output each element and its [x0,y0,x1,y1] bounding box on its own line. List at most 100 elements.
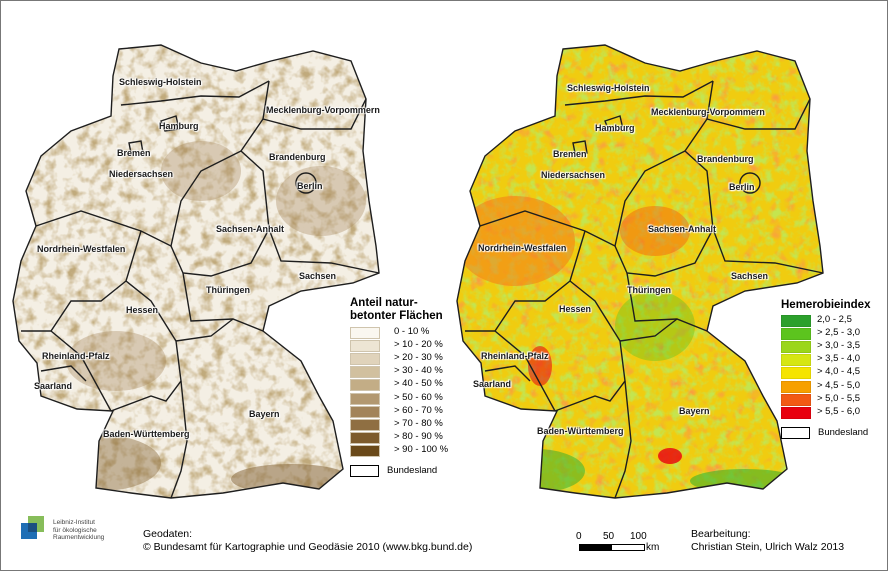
ioer-logo-icon [21,516,44,539]
right-legend-swatch [781,367,811,380]
right-legend-label: > 4,5 - 5,0 [817,379,861,391]
right-legend-swatch [781,354,811,367]
left-legend-title-line2: betonter Flächen [350,310,443,322]
logo-text: Leibniz-Institut für ökologische Raument… [53,519,104,542]
label-hessen: Hessen [126,305,159,315]
left-legend-row: > 10 - 20 % [350,339,443,353]
right-legend-row: > 4,0 - 4,5 [781,366,871,380]
label-nordrhein-westfalen: Nordrhein-Westfalen [478,243,567,253]
left-legend-swatch [350,431,380,444]
logo-text-line: für ökologische [53,526,97,534]
right-legend-swatch [781,380,811,393]
boundary-label: Bundesland [387,465,438,476]
right-map [456,44,824,499]
left-legend-swatch [350,327,380,339]
right-legend-label: > 5,0 - 5,5 [817,392,861,404]
right-legend-row: > 3,0 - 3,5 [781,340,871,354]
right-legend-row: > 3,5 - 4,0 [781,353,871,367]
scale-tick-100: 100 [630,531,647,542]
right-legend-label: > 5,5 - 6,0 [817,405,861,417]
right-legend-row: > 5,5 - 6,0 [781,405,871,419]
geodata-text: © Bundesamt für Kartographie und Geodäsi… [143,540,473,553]
scale-tick-50: 50 [603,531,615,542]
left-legend-row: > 50 - 60 % [350,391,443,405]
right-legend-title: Hemerobieindex [781,299,871,311]
left-legend-swatch [350,444,380,457]
left-legend-row: > 70 - 80 % [350,418,443,431]
geodata-heading: Geodaten: [143,528,193,540]
left-legend-swatch [350,418,380,431]
label-hamburg: Hamburg [595,123,635,133]
left-legend-swatch [350,353,380,366]
left-legend-row: > 90 - 100 % [350,444,448,457]
label-hamburg: Hamburg [159,121,199,131]
left-legend-swatch [350,379,380,392]
left-legend-title-line1: Anteil natur- [350,297,418,309]
label-bremen: Bremen [117,148,151,158]
right-legend-label: > 3,0 - 3,5 [817,340,861,352]
right-legend-row: 2,0 - 2,5 [781,314,871,327]
right-legend-swatch [781,328,811,341]
left-legend-row: > 30 - 40 % [350,365,443,379]
right-legend-label: > 4,0 - 4,5 [817,366,861,378]
bearbeitung-text: Christian Stein, Ulrich Walz 2013 [691,540,845,553]
right-legend-row: > 4,5 - 5,0 [781,379,871,393]
left-legend-swatch [350,392,380,405]
label-thueringen: Thüringen [206,285,250,295]
left-legend-label: > 60 - 70 % [394,404,443,416]
label-baden-wuerttemberg: Baden-Württemberg [537,426,624,436]
label-mecklenburg-vorpommern: Mecklenburg-Vorpommern [651,107,765,117]
left-legend-label: > 10 - 20 % [394,339,443,351]
left-legend-label: > 80 - 90 % [394,430,443,442]
left-legend-swatch [350,366,380,379]
left-legend-row: > 60 - 70 % [350,404,443,418]
right-legend-label: 2,0 - 2,5 [817,314,852,325]
label-schleswig-holstein: Schleswig-Holstein [567,83,650,93]
right-legend-swatch [781,315,811,327]
label-niedersachsen: Niedersachsen [109,169,174,179]
right-legend-swatch [781,406,811,419]
label-brandenburg: Brandenburg [697,154,754,164]
left-legend-swatch [350,405,380,418]
logo-text-line: Raumentwicklung [53,534,105,541]
label-baden-wuerttemberg: Baden-Württemberg [103,429,190,439]
scale-bar: 0 50 100 km [576,531,676,561]
scale-bar-line [579,544,645,551]
label-bayern: Bayern [679,406,710,416]
left-legend-label: > 50 - 60 % [394,391,443,403]
right-legend-label: > 3,5 - 4,0 [817,353,861,365]
label-nordrhein-westfalen: Nordrhein-Westfalen [37,244,126,254]
right-legend-row: > 5,0 - 5,5 [781,392,871,406]
left-legend-row: > 80 - 90 % [350,430,443,444]
scale-unit: km [646,542,660,553]
left-legend-row: 0 - 10 % [350,326,440,339]
bearbeitung-heading: Bearbeitung: [691,528,751,540]
boundary-label: Bundesland [818,427,869,438]
label-niedersachsen: Niedersachsen [541,170,606,180]
label-mecklenburg-vorpommern: Mecklenburg-Vorpommern [266,105,380,115]
label-saarland: Saarland [34,381,73,391]
left-legend-row: > 40 - 50 % [350,378,443,392]
left-legend-label: > 90 - 100 % [394,443,449,455]
right-legend-swatch [781,393,811,406]
bearbeitung-credit: Bearbeitung: Christian Stein, Ulrich Wal… [691,528,844,553]
right-legend-row: > 2,5 - 3,0 [781,327,871,341]
geodata-credit: Geodaten: © Bundesamt für Kartographie u… [143,528,472,553]
label-sachsen-anhalt: Sachsen-Anhalt [216,224,285,234]
boundary-swatch [781,427,810,439]
label-brandenburg: Brandenburg [269,152,326,162]
label-rheinland-pfalz: Rheinland-Pfalz [42,351,110,361]
left-legend-swatch [350,340,380,353]
logo-text-line: Leibniz-Institut [53,519,95,526]
left-legend-label: > 20 - 30 % [394,352,443,364]
label-hessen: Hessen [559,304,592,314]
label-schleswig-holstein: Schleswig-Holstein [119,77,202,87]
label-berlin: Berlin [729,182,755,192]
left-legend-label: 0 - 10 % [394,326,430,337]
label-sachsen: Sachsen [299,271,337,281]
label-berlin: Berlin [297,181,323,191]
left-legend-title: Anteil natur- betonter Flächen [350,297,443,323]
label-saarland: Saarland [473,379,512,389]
label-bayern: Bayern [249,409,280,419]
